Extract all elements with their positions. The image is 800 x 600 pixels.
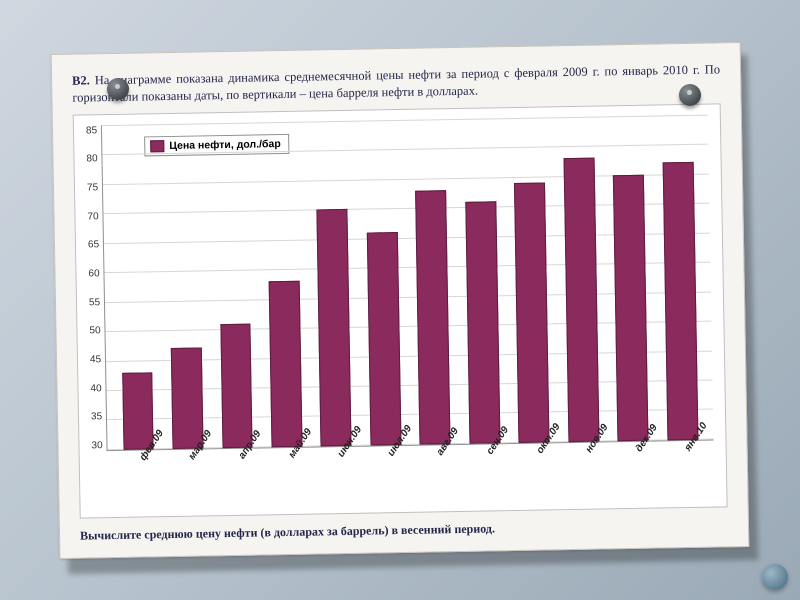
bar	[171, 347, 203, 448]
y-tick-label: 50	[89, 325, 100, 336]
bar-slot	[108, 123, 163, 449]
y-tick-label: 55	[89, 296, 100, 307]
x-tick: ноя.09	[559, 442, 610, 503]
x-tick: мар.09	[162, 449, 213, 510]
bar-slot	[355, 119, 410, 445]
problem-number: B2.	[72, 73, 90, 87]
y-tick-label: 35	[91, 411, 102, 422]
y-tick-label: 70	[87, 210, 98, 221]
bar	[269, 281, 303, 447]
x-tick: авг.09	[410, 444, 461, 505]
bar	[662, 161, 698, 439]
x-tick: сен.09	[460, 444, 511, 505]
x-tick: июл.09	[361, 445, 412, 506]
bar	[613, 174, 648, 441]
pushpin-icon	[107, 78, 129, 100]
bar-slot	[405, 118, 460, 444]
y-tick-label: 65	[88, 239, 99, 250]
bar	[317, 209, 352, 446]
bar-slot	[207, 122, 262, 448]
bar-slot	[256, 121, 311, 447]
bar-slot	[157, 123, 212, 449]
slide-background: B2. На диаграмме показана динамика средн…	[0, 0, 800, 600]
y-tick-label: 85	[86, 125, 97, 136]
x-tick: янв.10	[658, 440, 709, 501]
chart-frame: Цена нефти, дол./бар 8580757065605550454…	[73, 103, 728, 518]
bar	[416, 189, 451, 444]
bar-slot	[603, 115, 658, 441]
bar-slot	[306, 120, 361, 446]
pushpin-icon	[679, 84, 701, 106]
paper-sheet: B2. На диаграмме показана динамика средн…	[51, 42, 750, 559]
y-tick-label: 30	[91, 440, 102, 451]
chart-plot	[101, 114, 713, 451]
x-tick: июн.09	[311, 446, 362, 507]
problem-text: На диаграмме показана динамика среднемес…	[72, 62, 720, 104]
y-tick-label: 80	[86, 153, 97, 164]
y-tick-label: 40	[90, 382, 101, 393]
bar	[465, 200, 500, 443]
bar	[514, 182, 549, 443]
x-tick: фев.09	[113, 450, 164, 511]
chart-x-axis: фев.09мар.09апр.09май.09июн.09июл.09авг.…	[107, 440, 715, 511]
bar-slot	[454, 117, 509, 443]
bar	[220, 323, 253, 448]
chart-plot-area: фев.09мар.09апр.09май.09июн.09июл.09авг.…	[101, 114, 715, 511]
problem-statement: B2. На диаграмме показана динамика средн…	[72, 61, 720, 106]
y-tick-label: 60	[88, 268, 99, 279]
x-tick: окт.09	[509, 443, 560, 504]
bar	[367, 232, 401, 445]
x-tick: дек.09	[608, 441, 659, 502]
x-tick: апр.09	[212, 448, 263, 509]
bar-slot	[504, 117, 559, 443]
chart-bars	[102, 114, 713, 450]
bar-slot	[553, 116, 608, 442]
x-tick: май.09	[261, 447, 312, 508]
y-tick-label: 75	[87, 182, 98, 193]
bar	[563, 157, 599, 441]
y-tick-label: 45	[90, 354, 101, 365]
bar-slot	[652, 114, 707, 440]
pinned-paper: B2. На диаграмме показана динамика средн…	[55, 48, 745, 553]
